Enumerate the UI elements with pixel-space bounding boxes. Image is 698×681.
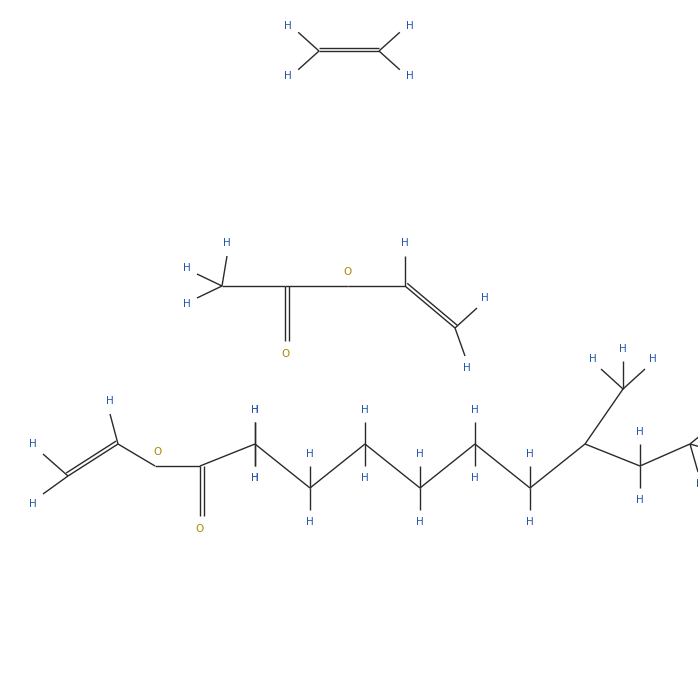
- Text: H: H: [306, 449, 314, 459]
- Text: H: H: [481, 293, 489, 303]
- Text: O: O: [196, 524, 204, 534]
- Text: O: O: [344, 267, 352, 277]
- Text: H: H: [284, 21, 292, 31]
- Text: H: H: [636, 427, 644, 437]
- Text: H: H: [471, 405, 479, 415]
- Text: H: H: [416, 517, 424, 527]
- Text: H: H: [361, 405, 369, 415]
- Text: H: H: [696, 479, 698, 489]
- Text: H: H: [251, 473, 259, 483]
- Text: H: H: [406, 21, 414, 31]
- Text: H: H: [106, 396, 114, 406]
- Text: H: H: [29, 439, 37, 449]
- Text: H: H: [306, 517, 314, 527]
- Text: H: H: [463, 363, 471, 373]
- Text: H: H: [401, 238, 409, 248]
- Text: H: H: [284, 71, 292, 81]
- Text: H: H: [619, 344, 627, 354]
- Text: H: H: [223, 238, 231, 248]
- Text: H: H: [251, 405, 259, 415]
- Text: H: H: [526, 517, 534, 527]
- Text: O: O: [153, 447, 161, 457]
- Text: H: H: [361, 473, 369, 483]
- Text: H: H: [649, 354, 657, 364]
- Text: H: H: [251, 473, 259, 483]
- Text: H: H: [471, 473, 479, 483]
- Text: H: H: [251, 405, 259, 415]
- Text: H: H: [406, 71, 414, 81]
- Text: H: H: [29, 499, 37, 509]
- Text: H: H: [589, 354, 597, 364]
- Text: H: H: [183, 299, 191, 309]
- Text: H: H: [636, 495, 644, 505]
- Text: H: H: [526, 449, 534, 459]
- Text: H: H: [416, 449, 424, 459]
- Text: O: O: [281, 349, 289, 359]
- Text: H: H: [183, 263, 191, 273]
